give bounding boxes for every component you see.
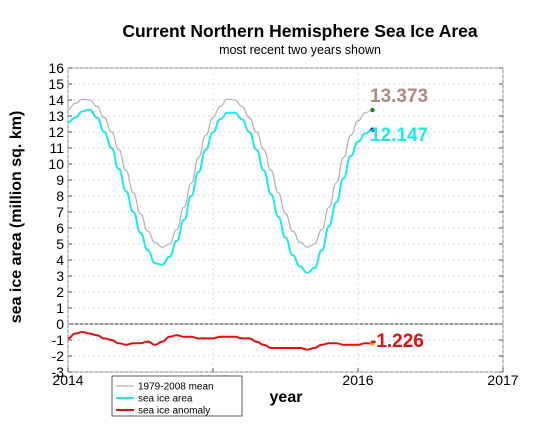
y-tick-label: 9 (56, 172, 64, 188)
latest-value-marker (370, 341, 375, 346)
y-tick-label: -3 (52, 364, 65, 380)
y-tick-label: 10 (48, 156, 64, 172)
y-tick-label: 1 (56, 300, 64, 316)
legend-entry: sea ice area (138, 394, 193, 405)
latest-value-label: 12.147 (370, 125, 428, 146)
y-tick-label: 12 (48, 124, 64, 140)
y-tick-label: 11 (49, 140, 64, 156)
y-tick-label: 0 (56, 316, 64, 332)
y-tick-label: -1 (52, 332, 65, 348)
y-tick-label: 4 (56, 252, 64, 268)
y-axis-label: sea ice area (million sq. km) (8, 111, 25, 324)
y-tick-label: 7 (56, 204, 64, 220)
chart-title: Current Northern Hemisphere Sea Ice Area (122, 21, 478, 41)
y-tick-label: 2 (56, 284, 64, 300)
legend-entry: sea ice anomaly (138, 406, 210, 417)
chart-subtitle: most recent two years shown (219, 43, 381, 57)
y-tick-label: 6 (56, 220, 64, 236)
legend-entry: 1979-2008 mean (138, 382, 214, 393)
y-tick-label: 5 (56, 236, 64, 252)
latest-value-marker (370, 127, 375, 132)
axis-ticks: -3-2-10123456789101112131415162014201520… (48, 60, 518, 388)
series-line-sea-ice-area (67, 108, 373, 274)
latest-value-marker (370, 107, 375, 113)
latest-value-label: 13.373 (370, 86, 428, 107)
y-tick-label: 3 (56, 268, 64, 284)
x-axis-label: year (270, 389, 303, 406)
y-tick-label: 16 (48, 60, 64, 76)
y-tick-label: 8 (56, 188, 64, 204)
series-line-sea-ice-anomaly (67, 331, 373, 351)
grid-lines (67, 67, 504, 373)
y-tick-label: 15 (48, 76, 64, 92)
x-tick-label: 2016 (342, 372, 373, 388)
y-tick-label: 13 (48, 108, 64, 124)
x-tick-label: 2017 (487, 372, 518, 388)
latest-value-label: -1.226 (370, 331, 424, 352)
y-tick-label: 14 (48, 92, 64, 108)
series-lines (67, 98, 373, 351)
y-tick-label: -2 (52, 348, 65, 364)
x-tick-label: 2014 (52, 372, 83, 388)
plot-frame (67, 67, 504, 373)
series-line-1979-2008-mean (67, 98, 373, 248)
annotations: 13.373 12.147 -1.226 (370, 86, 428, 352)
